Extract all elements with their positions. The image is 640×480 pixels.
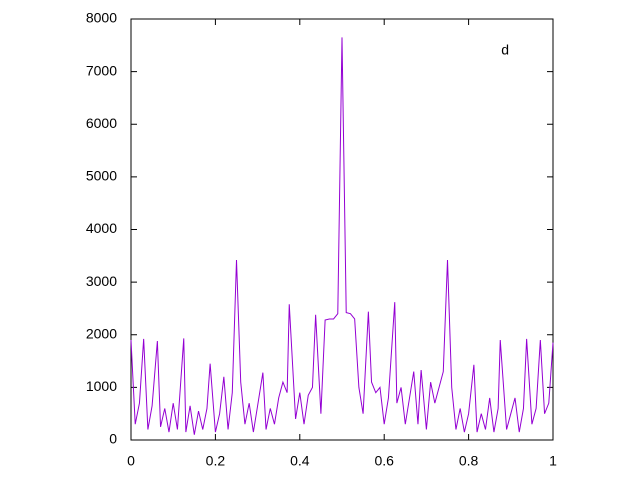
y-tick-label: 1000: [86, 378, 117, 394]
y-tick-label: 6000: [86, 115, 117, 131]
x-tick-label: 0.6: [374, 453, 394, 469]
x-tick-label: 0.2: [206, 453, 226, 469]
y-tick-label: 0: [109, 431, 117, 447]
y-tick-label: 5000: [86, 168, 117, 184]
series-line: [130, 37, 554, 435]
plot-border: [130, 18, 554, 441]
x-tick-label: 0.4: [290, 453, 310, 469]
legend-label: d: [501, 42, 509, 58]
x-tick-label: 0.8: [459, 453, 479, 469]
y-tick-label: 4000: [86, 220, 117, 236]
y-tick-label: 3000: [86, 273, 117, 289]
y-tick-label: 2000: [86, 325, 117, 341]
y-tick-label: 7000: [86, 62, 117, 78]
y-tick-label: 8000: [86, 10, 117, 26]
x-tick-label: 1: [549, 453, 557, 469]
x-tick-label: 0: [127, 453, 135, 469]
